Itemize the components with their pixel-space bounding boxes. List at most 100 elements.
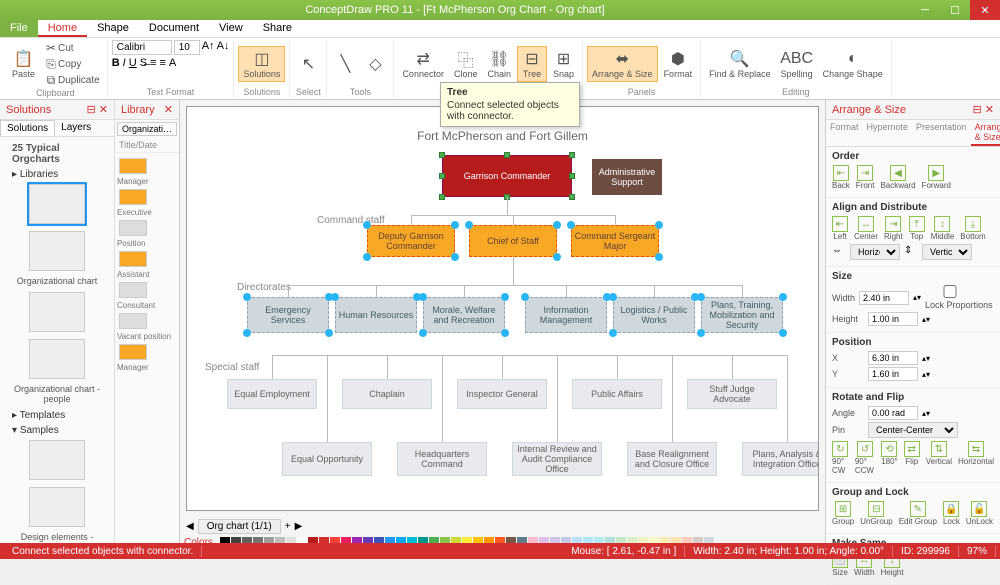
pin-select[interactable]: Center-Center xyxy=(868,422,958,438)
rtab-hypernote[interactable]: Hypernote xyxy=(863,120,913,146)
status-zoom[interactable]: 97% xyxy=(959,546,996,557)
dist-v-icon[interactable]: ⇕ xyxy=(904,245,918,259)
change-shape-button[interactable]: ◐Change Shape xyxy=(819,47,887,81)
find-replace-button[interactable]: 🔍Find & Replace xyxy=(705,47,775,81)
fontsize-down[interactable]: A↓ xyxy=(217,40,230,55)
cut-button[interactable]: ✂Cut xyxy=(41,40,103,56)
tree-button[interactable]: ⊟Tree xyxy=(517,46,547,82)
node-morale[interactable]: Morale, Welfare and Recreation xyxy=(423,297,505,333)
group-btn[interactable]: ⊞Group xyxy=(832,501,854,526)
tab-prev[interactable]: ◀ xyxy=(186,521,194,532)
align-bottom[interactable]: ⤓Bottom xyxy=(960,216,985,241)
spelling-button[interactable]: ABCSpelling xyxy=(777,47,817,81)
lib-item[interactable] xyxy=(117,217,177,239)
stepper[interactable]: ▴▾ xyxy=(922,354,934,363)
minimize-button[interactable]: ─ xyxy=(910,0,940,20)
flip[interactable]: ⇄Flip xyxy=(904,441,920,475)
align-middle[interactable]: ↕Middle xyxy=(931,216,955,241)
italic-button[interactable]: I xyxy=(123,57,126,69)
fontsize-select[interactable]: 10 xyxy=(174,40,200,55)
align-left-button[interactable]: ≡ xyxy=(150,57,156,69)
tool-line[interactable]: ╲ xyxy=(331,52,359,76)
tab-file[interactable]: File xyxy=(0,20,38,37)
chain-button[interactable]: ⛓Chain xyxy=(483,47,515,81)
rtab-arrange[interactable]: Arrange & Size xyxy=(971,120,1000,146)
tab-home[interactable]: Home xyxy=(38,20,87,37)
width-input[interactable] xyxy=(859,291,909,305)
stepper[interactable]: ▴▾ xyxy=(922,315,934,324)
lib-item[interactable] xyxy=(117,186,177,208)
unlock-btn[interactable]: 🔓UnLock xyxy=(966,501,993,526)
thumb-orgchart[interactable] xyxy=(29,184,85,224)
snap-button[interactable]: ⊞Snap xyxy=(549,47,578,81)
node-emergency[interactable]: Emergency Services xyxy=(247,297,329,333)
lib-item[interactable] xyxy=(117,155,177,177)
node-admin[interactable]: Administrative Support xyxy=(592,159,662,195)
stepper[interactable]: ▴▾ xyxy=(922,370,934,379)
node-hq[interactable]: Headquarters Command xyxy=(397,442,487,476)
maximize-button[interactable]: ☐ xyxy=(940,0,970,20)
copy-button[interactable]: ⎘Copy xyxy=(41,56,103,72)
tab-layers[interactable]: Layers xyxy=(55,120,97,136)
order-backward[interactable]: ◀Backward xyxy=(880,165,915,190)
tree-root[interactable]: 25 Typical Orgcharts xyxy=(4,141,110,167)
lib-item[interactable] xyxy=(117,341,177,363)
thumb[interactable] xyxy=(29,339,85,379)
tab-document[interactable]: Document xyxy=(139,20,209,37)
stepper[interactable]: ▴▾ xyxy=(922,409,934,418)
lib-item[interactable] xyxy=(117,279,177,301)
node-inspector[interactable]: Inspector General xyxy=(457,379,547,409)
node-hr[interactable]: Human Resources xyxy=(335,297,417,333)
node-deputy[interactable]: Deputy Garrison Commander xyxy=(367,225,455,257)
align-left[interactable]: ⇤Left xyxy=(832,216,848,241)
node-equal-opp[interactable]: Equal Opportunity xyxy=(282,442,372,476)
duplicate-button[interactable]: ⧉Duplicate xyxy=(41,72,103,88)
thumb[interactable] xyxy=(29,292,85,332)
node-logistics[interactable]: Logistics / Public Works xyxy=(613,297,695,333)
node-internal[interactable]: Internal Review and Audit Compliance Off… xyxy=(512,442,602,476)
connector-button[interactable]: ⇄Connector xyxy=(398,47,448,81)
height-input[interactable] xyxy=(868,312,918,326)
bold-button[interactable]: B xyxy=(112,57,120,69)
tab-share[interactable]: Share xyxy=(253,20,302,37)
paste-button[interactable]: 📋Paste xyxy=(8,47,39,81)
tree-libraries[interactable]: ▸ Libraries xyxy=(4,167,110,182)
thumb[interactable] xyxy=(29,487,85,527)
panel-close-icon[interactable]: ⊟ ✕ xyxy=(86,103,108,116)
rotate-180[interactable]: ⟲180° xyxy=(881,441,898,475)
node-chief[interactable]: Chief of Staff xyxy=(469,225,557,257)
thumb[interactable] xyxy=(29,231,85,271)
order-forward[interactable]: ▶Forward xyxy=(922,165,951,190)
fontsize-up[interactable]: A↑ xyxy=(202,40,215,55)
x-input[interactable] xyxy=(868,351,918,365)
order-front[interactable]: ⇥Front xyxy=(856,165,875,190)
align-center-button[interactable]: ≡ xyxy=(159,57,165,69)
thumb[interactable] xyxy=(29,440,85,480)
rtab-presentation[interactable]: Presentation xyxy=(912,120,971,146)
align-center[interactable]: ↔Center xyxy=(854,216,878,241)
clone-button[interactable]: ⿻Clone xyxy=(450,47,482,81)
order-back[interactable]: ⇤Back xyxy=(832,165,850,190)
font-select[interactable]: Calibri xyxy=(112,40,172,55)
select-button[interactable]: ↖ xyxy=(294,52,322,76)
tab-next[interactable]: ▶ xyxy=(295,521,303,532)
ungroup-btn[interactable]: ⊟UnGroup xyxy=(860,501,892,526)
node-plans[interactable]: Plans, Training, Mobilization and Securi… xyxy=(701,297,783,333)
node-base[interactable]: Base Realignment and Closure Office xyxy=(627,442,717,476)
strike-button[interactable]: S̶ xyxy=(140,57,147,69)
align-top[interactable]: ⤒Top xyxy=(909,216,925,241)
arrange-size-button[interactable]: ⬌Arrange & Size xyxy=(587,46,658,82)
canvas[interactable]: Garrison Fort McPherson and Fort Gillem … xyxy=(186,106,819,511)
lib-item[interactable] xyxy=(117,248,177,270)
angle-input[interactable] xyxy=(868,406,918,420)
node-public[interactable]: Public Affairs xyxy=(572,379,662,409)
dist-h-icon[interactable]: ⇔ xyxy=(832,245,846,259)
lock-proportions[interactable] xyxy=(925,285,975,298)
solutions-button[interactable]: ◫Solutions xyxy=(238,46,285,82)
library-dropdown[interactable]: Organizati… xyxy=(117,122,177,136)
rotate-cw[interactable]: ↻90° CW xyxy=(832,441,849,475)
stepper[interactable]: ▴▾ xyxy=(913,293,921,302)
node-plans2[interactable]: Plans, Analysis & Integration Office xyxy=(742,442,819,476)
rotate-ccw[interactable]: ↺90° CCW xyxy=(855,441,875,475)
canvas-tab[interactable]: Org chart (1/1) xyxy=(198,519,281,534)
